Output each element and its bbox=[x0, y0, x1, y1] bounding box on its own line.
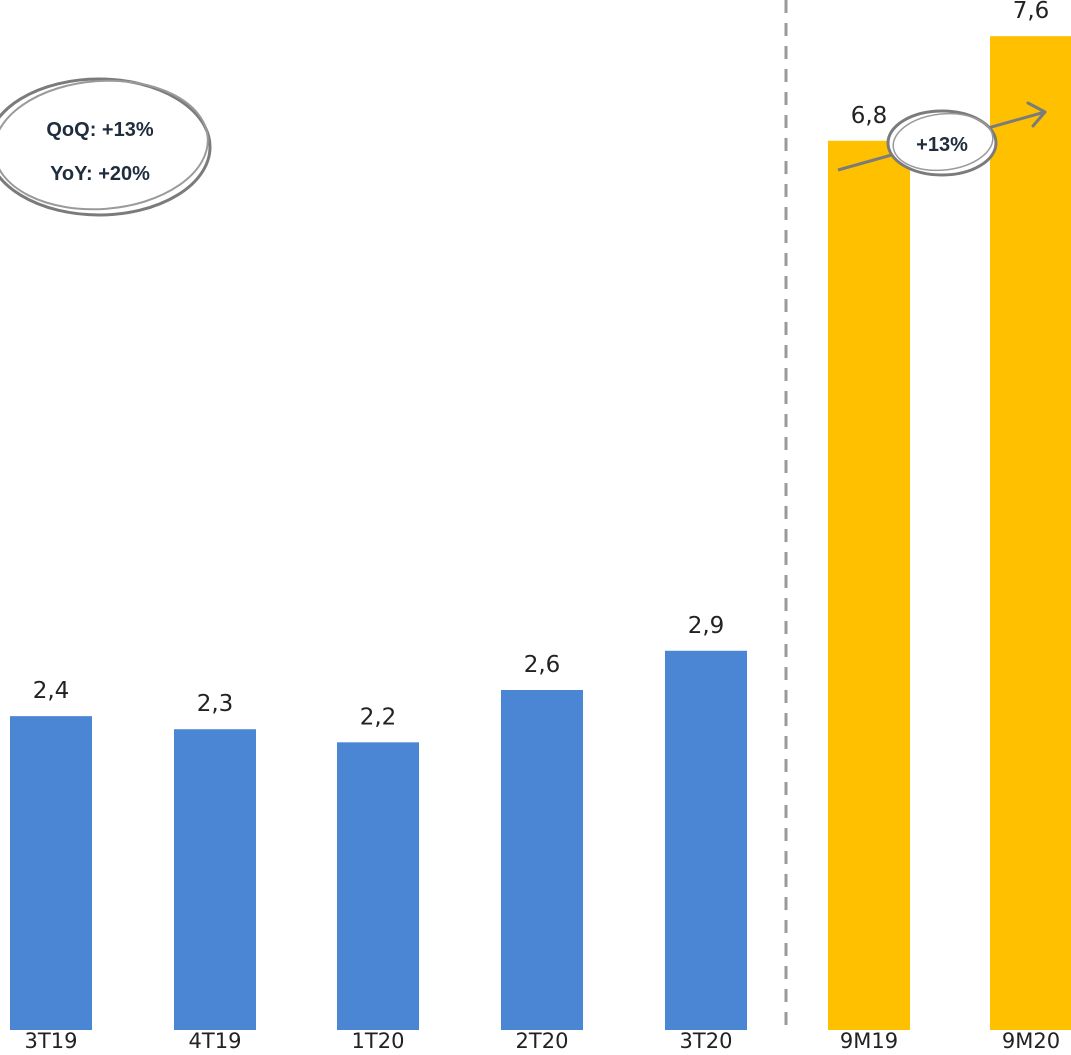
value-label-9m19: 6,8 bbox=[851, 103, 888, 129]
tick-label-3t19: 3T19 bbox=[25, 1029, 78, 1053]
bar-4t19 bbox=[174, 729, 256, 1030]
growth-ellipse bbox=[886, 109, 998, 177]
bar-3t20 bbox=[665, 650, 747, 1030]
tick-label-2t20: 2T20 bbox=[516, 1029, 569, 1053]
value-label-3t20: 2,9 bbox=[688, 613, 725, 639]
tick-label-9m19: 9M19 bbox=[840, 1029, 898, 1053]
quarter-growth-callout: QoQ: +13% YoY: +20% bbox=[0, 77, 212, 217]
tick-label-1t20: 1T20 bbox=[352, 1029, 405, 1053]
bar-3t19 bbox=[10, 716, 92, 1030]
value-label-9m20: 7,6 bbox=[1013, 0, 1050, 24]
bar-9m20 bbox=[990, 36, 1071, 1030]
value-label-2t20: 2,6 bbox=[524, 652, 561, 678]
tick-label-4t19: 4T19 bbox=[189, 1029, 242, 1053]
callout-ellipse-sketch bbox=[0, 79, 209, 211]
tick-label-9m20: 9M20 bbox=[1002, 1029, 1060, 1053]
qoq-growth-text: QoQ: +13% bbox=[46, 119, 153, 141]
callout-ellipse bbox=[0, 77, 212, 217]
value-label-3t19: 2,4 bbox=[33, 678, 70, 704]
value-label-4t19: 2,3 bbox=[197, 691, 234, 717]
period-growth-text: +13% bbox=[916, 134, 968, 156]
value-label-1t20: 2,2 bbox=[360, 704, 397, 730]
bar-1t20 bbox=[337, 742, 419, 1030]
bars-layer bbox=[10, 36, 1071, 1030]
growth-arrow-head bbox=[1026, 101, 1047, 128]
bar-9m19 bbox=[828, 140, 910, 1030]
value-labels-layer: 2,4 2,3 2,2 2,6 2,9 6,8 7,6 bbox=[33, 0, 1050, 730]
tick-labels-layer: 3T19 4T19 1T20 2T20 3T20 9M19 9M20 bbox=[25, 1029, 1061, 1053]
yoy-growth-text: YoY: +20% bbox=[50, 163, 150, 185]
growth-ellipse-sketch bbox=[892, 112, 994, 172]
tick-label-3t20: 3T20 bbox=[680, 1029, 733, 1053]
period-growth-callout: +13% bbox=[837, 101, 1047, 177]
bar-2t20 bbox=[501, 690, 583, 1030]
